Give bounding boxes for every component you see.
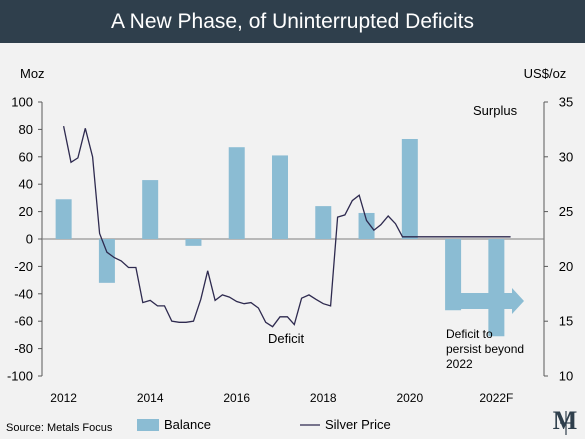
- y-left-tick-label: 20: [19, 204, 33, 219]
- y-left-tick-label: -80: [14, 341, 33, 356]
- price-line-group: [62, 125, 511, 328]
- y-left-tick-label: -40: [14, 286, 33, 301]
- bars-group: [55, 138, 505, 337]
- bar-balance: [55, 199, 72, 239]
- y-left-tick-label: 60: [19, 149, 33, 164]
- y-left-tick-label: -20: [14, 259, 33, 274]
- source-note: Source: Metals Focus: [6, 422, 113, 434]
- bar-balance: [401, 138, 418, 239]
- bar-balance: [98, 239, 115, 283]
- chart-title: A New Phase, of Uninterrupted Deficits: [0, 0, 585, 43]
- x-tick-label: 2022F: [479, 391, 513, 405]
- surplus-annotation: Surplus: [473, 103, 518, 118]
- legend-price-label: Silver Price: [325, 417, 391, 432]
- ticks-group: -100 -80 -60 -40 -20 0 20 40 60 80 100 10 15 20 25 30 35…: [7, 95, 573, 406]
- bar-balance: [185, 239, 202, 246]
- x-tick-label: 2016: [223, 391, 250, 405]
- y-left-tick-label: 40: [19, 177, 33, 192]
- y-right-tick-label: 35: [559, 95, 573, 110]
- deficit-annotation: Deficit: [268, 331, 305, 346]
- arrow-right-icon: [452, 288, 524, 314]
- x-tick-label: 2012: [50, 391, 77, 405]
- forecast-annotation-line-2: persist beyond: [446, 342, 524, 356]
- y-right-tick-label: 30: [559, 149, 573, 164]
- silver-price-line: [62, 125, 511, 328]
- legend-balance-swatch: [137, 419, 159, 431]
- bar-balance: [445, 239, 462, 311]
- y-left-label: Moz: [20, 66, 45, 81]
- legend-balance-label: Balance: [164, 417, 211, 432]
- y-left-tick-label: 80: [19, 122, 33, 137]
- y-left-tick-label: -60: [14, 314, 33, 329]
- svg-text:M: M: [553, 406, 578, 435]
- bar-balance: [358, 212, 375, 239]
- y-right-tick-label: 15: [559, 314, 573, 329]
- metals-focus-logo: M: [553, 406, 578, 435]
- y-left-tick-label: -100: [7, 369, 33, 384]
- bar-balance: [272, 155, 288, 239]
- x-tick-label: 2014: [137, 391, 164, 405]
- bar-balance: [488, 239, 505, 337]
- y-right-tick-label: 10: [559, 369, 573, 384]
- bar-balance: [142, 180, 159, 239]
- x-tick-label: 2018: [310, 391, 337, 405]
- y-left-tick-label: 100: [11, 95, 33, 110]
- bar-balance: [228, 147, 245, 239]
- chart-area: -100 -80 -60 -40 -20 0 20 40 60 80 100 10 15 20 25 30 35…: [6, 66, 578, 435]
- y-right-label: US$/oz: [524, 66, 567, 81]
- y-right-tick-label: 25: [559, 204, 573, 219]
- x-tick-label: 2020: [396, 391, 423, 405]
- y-left-tick-label: 0: [26, 232, 33, 247]
- y-right-tick-label: 20: [559, 259, 573, 274]
- bar-balance: [315, 206, 332, 239]
- forecast-annotation-line-1: Deficit to: [446, 327, 493, 341]
- forecast-annotation-line-3: 2022: [446, 357, 473, 371]
